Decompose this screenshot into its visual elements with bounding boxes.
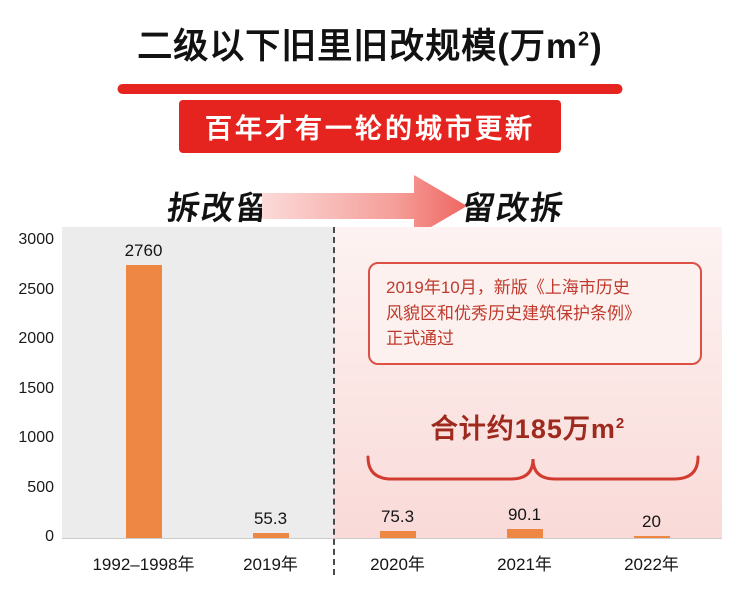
bar (633, 536, 670, 538)
phase-label-left: 拆改留 (165, 190, 273, 226)
y-axis: 0 500 1000 1500 2000 2500 3000 (0, 225, 54, 555)
y-tick-label: 2000 (18, 330, 54, 347)
brace-icon (366, 455, 700, 481)
annotation-line: 2019年10月，新版《上海市历史 (386, 278, 630, 297)
title-underline (117, 84, 623, 94)
title-superscript: 2 (578, 28, 591, 51)
bar-value-label: 20 (642, 512, 661, 531)
bar-value-label: 55.3 (253, 508, 288, 528)
subtitle-banner: 百年才有一轮的城市更新 (179, 100, 561, 153)
bar (379, 530, 416, 538)
plot-area: 2760 1992–1998年 55.3 2019年 75.3 2020年 90.1 2021… (0, 225, 740, 585)
bar (252, 532, 289, 538)
bar-column: 75.3 (334, 225, 461, 538)
bar-value-label: 75.3 (380, 506, 415, 526)
bar-column: 55.3 (207, 225, 334, 538)
bar-chart: 0 500 1000 1500 2000 2500 3000 2760 1992–1998年 5… (0, 225, 740, 595)
y-tick-label: 0 (45, 528, 54, 545)
title-text: 二级以下旧里旧改规模(万m (137, 27, 578, 66)
annotation-line: 正式通过 (386, 329, 454, 348)
x-axis-label: 2020年 (370, 555, 425, 574)
left-panel-background (62, 227, 334, 538)
bar-column: 90.1 (461, 225, 588, 538)
y-tick-label: 1500 (18, 379, 54, 397)
total-text: 合计约185万m (430, 414, 616, 444)
bar-value-label: 90.1 (507, 505, 542, 525)
x-axis-label: 2019年 (243, 555, 298, 574)
x-axis-line (62, 538, 722, 539)
title-suffix: ) (590, 27, 603, 66)
arrow-right-icon (262, 175, 467, 237)
bar (125, 264, 162, 538)
annotation-box: 2019年10月，新版《上海市历史 风貌区和优秀历史建筑保护条例》 正式通过 (368, 262, 702, 365)
phase-divider (333, 227, 335, 575)
total-label: 合计约185万m2 (334, 407, 722, 446)
bar (506, 529, 543, 538)
bar-value-label: 2760 (124, 240, 163, 260)
y-tick-label: 2500 (18, 280, 54, 298)
y-tick-label: 1000 (18, 429, 54, 446)
x-axis-label: 2022年 (624, 555, 679, 574)
y-tick-label: 500 (27, 478, 54, 496)
x-axis-label: 1992–1998年 (92, 555, 195, 574)
annotation-line: 风貌区和优秀历史建筑保护条例》 (386, 303, 641, 323)
total-superscript: 2 (615, 415, 626, 432)
bar-column: 2760 (80, 225, 207, 538)
phase-label-right: 留改拆 (460, 190, 568, 226)
x-axis-label: 2021年 (497, 555, 552, 574)
y-tick-label: 3000 (18, 231, 54, 248)
page-title: 二级以下旧里旧改规模(万m2) (0, 18, 740, 69)
bar-column: 20 (588, 225, 715, 538)
